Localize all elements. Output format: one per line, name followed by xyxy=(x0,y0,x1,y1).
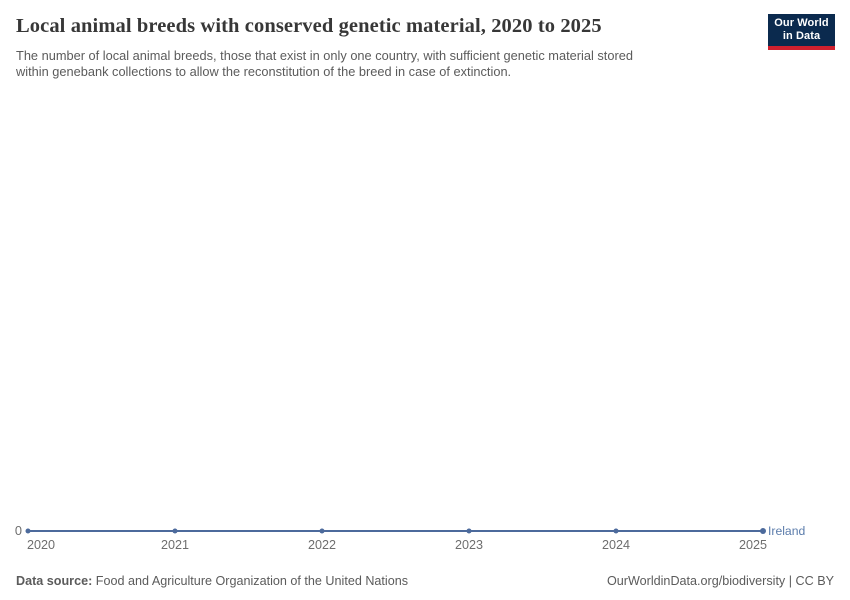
data-point-marker xyxy=(25,528,31,534)
data-source-value: Food and Agriculture Organization of the… xyxy=(95,574,409,588)
data-point-marker xyxy=(760,528,766,534)
data-point-marker xyxy=(613,528,619,534)
y-axis-tick-label: 0 xyxy=(14,523,22,538)
owid-logo-text-line-2: in Data xyxy=(782,30,821,42)
series-line-ireland xyxy=(28,530,763,532)
x-tick-label: 2023 xyxy=(454,538,484,552)
chart-subtitle: The number of local animal breeds, those… xyxy=(16,48,834,80)
x-tick-label: 2025 xyxy=(738,538,767,552)
rights-link[interactable]: OurWorldinData.org/biodiversity | CC BY xyxy=(606,574,834,588)
data-point-marker xyxy=(466,528,472,534)
chart-subtitle-line-2: within genebank collections to allow the… xyxy=(16,63,512,79)
chart-footer: Data source: Food and Agriculture Organi… xyxy=(16,574,834,588)
owid-logo-text-line-1: Our World xyxy=(774,17,829,30)
chart-subtitle-line-1: The number of local animal breeds, those… xyxy=(16,47,633,63)
chart-title: Local animal breeds with conserved genet… xyxy=(16,15,602,37)
x-tick-label: 2022 xyxy=(307,538,337,552)
x-tick-label: 2021 xyxy=(160,538,190,552)
owid-logo[interactable]: Our World in Data xyxy=(768,14,835,50)
data-source-label: Data source: xyxy=(16,574,93,588)
data-point-marker xyxy=(172,528,178,534)
x-tick-label: 2020 xyxy=(27,538,56,552)
data-point-marker xyxy=(319,528,325,534)
data-source: Data source: Food and Agriculture Organi… xyxy=(16,574,408,588)
x-tick-label: 2024 xyxy=(601,538,631,552)
chart-header: Local animal breeds with conserved genet… xyxy=(16,14,835,80)
entity-label-ireland[interactable]: Ireland xyxy=(768,524,806,538)
